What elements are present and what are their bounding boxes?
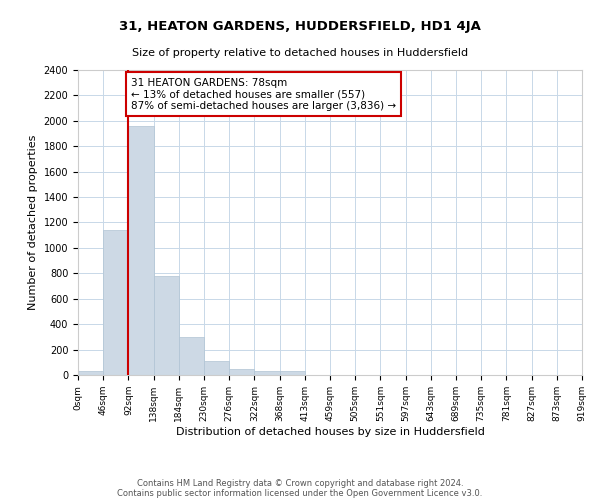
Y-axis label: Number of detached properties: Number of detached properties [28,135,38,310]
Text: Contains HM Land Registry data © Crown copyright and database right 2024.: Contains HM Land Registry data © Crown c… [137,478,463,488]
Bar [254,371,280,375]
Bar [103,230,128,375]
Bar [128,126,154,375]
X-axis label: Distribution of detached houses by size in Huddersfield: Distribution of detached houses by size … [176,426,484,436]
Bar [204,361,229,375]
Text: 31, HEATON GARDENS, HUDDERSFIELD, HD1 4JA: 31, HEATON GARDENS, HUDDERSFIELD, HD1 4J… [119,20,481,33]
Text: 31 HEATON GARDENS: 78sqm
← 13% of detached houses are smaller (557)
87% of semi-: 31 HEATON GARDENS: 78sqm ← 13% of detach… [131,78,396,111]
Text: Contains public sector information licensed under the Open Government Licence v3: Contains public sector information licen… [118,488,482,498]
Bar [280,371,305,375]
Bar [78,371,103,375]
Bar [154,276,179,375]
Bar [229,368,254,375]
Bar [179,337,204,375]
Text: Size of property relative to detached houses in Huddersfield: Size of property relative to detached ho… [132,48,468,58]
